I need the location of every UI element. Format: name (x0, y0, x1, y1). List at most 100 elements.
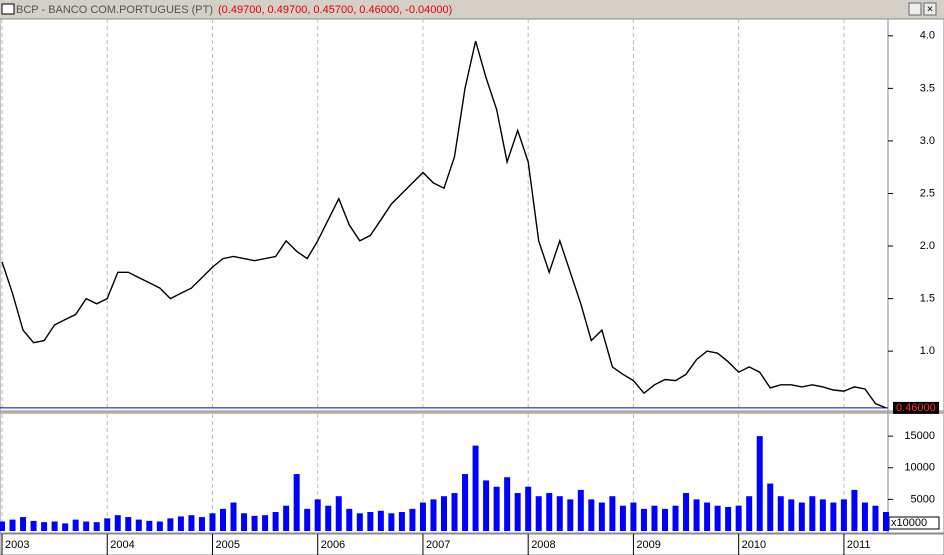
volume-bar (346, 508, 353, 531)
price-panel (0, 18, 889, 412)
volume-bar (872, 505, 879, 531)
volume-bar (293, 474, 300, 531)
volume-bar (367, 512, 374, 531)
volume-bar (251, 515, 258, 531)
x-tick-label: 2006 (321, 539, 345, 551)
x-tick-label: 2008 (531, 539, 555, 551)
volume-bar (788, 499, 795, 531)
y-tick-label: 3.0 (920, 135, 935, 147)
volume-bar (283, 505, 290, 531)
volume-bar (325, 505, 332, 531)
volume-bar (472, 445, 479, 531)
last-price-label: 0.46000 (896, 402, 936, 414)
volume-unit-label: x10000 (891, 517, 927, 529)
volume-bar (662, 508, 668, 531)
volume-bar (883, 512, 889, 531)
volume-bar (125, 517, 132, 531)
volume-bar (377, 510, 384, 531)
volume-bar (167, 518, 174, 531)
x-tick-label: 2009 (636, 539, 660, 551)
volume-bar (525, 486, 532, 531)
y-tick-label: 2.0 (920, 240, 935, 252)
volume-bar (9, 519, 16, 531)
volume-bar (598, 502, 605, 531)
volume-bar (409, 508, 416, 531)
volume-bar (483, 480, 490, 531)
volume-bar (767, 483, 774, 531)
volume-bar (451, 493, 458, 531)
volume-bar (609, 496, 616, 531)
volume-bar (630, 502, 637, 531)
volume-bar (462, 474, 469, 531)
price-axis-panel (887, 18, 944, 412)
volume-bar (693, 499, 700, 531)
volume-bar (840, 499, 847, 531)
volume-bar (188, 515, 195, 531)
volume-bar (72, 519, 79, 531)
volume-bar (430, 499, 437, 531)
x-tick-label: 2005 (215, 539, 239, 551)
volume-bar (861, 502, 868, 531)
volume-bar (41, 522, 48, 531)
title-bar (0, 0, 944, 19)
volume-bar (398, 512, 405, 531)
window-icon (1, 3, 15, 15)
volume-bar (683, 493, 690, 531)
volume-y-tick-label: 5000 (911, 493, 935, 505)
volume-bar (725, 506, 732, 531)
volume-bar (735, 505, 742, 531)
volume-bar (177, 516, 184, 531)
y-tick-label: 4.0 (920, 30, 935, 42)
volume-bar (83, 521, 90, 531)
volume-bar (704, 502, 711, 531)
volume-bar (93, 522, 100, 531)
volume-bar (156, 521, 163, 531)
volume-bar (262, 515, 269, 531)
close-button[interactable] (923, 2, 937, 16)
volume-bar (209, 513, 216, 531)
volume-bar (0, 521, 5, 531)
y-tick-label: 1.0 (920, 345, 935, 357)
volume-bar (388, 513, 395, 531)
volume-bar (567, 499, 574, 531)
volume-axis-panel (887, 412, 944, 534)
volume-bar (198, 517, 205, 531)
volume-bar (241, 513, 248, 531)
x-tick-label: 2004 (110, 539, 134, 551)
volume-bar (335, 496, 342, 531)
restore-button[interactable] (908, 2, 922, 16)
volume-bar (514, 493, 521, 531)
volume-bar (577, 489, 584, 531)
volume-bar (272, 512, 279, 531)
close-icon: × (927, 3, 933, 15)
volume-bar (30, 520, 37, 531)
x-tick-label: 2003 (5, 539, 29, 551)
volume-bar (546, 493, 553, 531)
volume-bar (556, 496, 563, 531)
x-tick-label: 2011 (847, 539, 871, 551)
ohlc-text: (0.49700, 0.49700, 0.45700, 0.46000, -0.… (218, 4, 452, 16)
volume-bar (146, 520, 153, 531)
volume-bar (62, 523, 69, 531)
last-price-box (893, 401, 939, 414)
x-tick-label: 2007 (426, 539, 450, 551)
volume-bar (714, 505, 721, 531)
x-tick-label: 2010 (742, 539, 766, 551)
volume-bar (504, 477, 511, 531)
price-line (1, 40, 887, 409)
volume-bar (314, 499, 321, 531)
volume-bar (830, 502, 837, 531)
volume-bar (619, 505, 626, 531)
volume-bar (104, 518, 111, 531)
y-tick-label: 2.5 (920, 187, 935, 199)
volume-bar (114, 515, 121, 531)
y-tick-label: 1.5 (920, 292, 935, 304)
volume-bar (851, 489, 858, 531)
volume-y-tick-label: 10000 (904, 462, 935, 474)
y-tick-label: 3.5 (920, 82, 935, 94)
volume-bar (51, 521, 58, 531)
volume-bar (640, 508, 647, 531)
volume-bar (220, 508, 226, 531)
volume-bar (419, 502, 426, 531)
